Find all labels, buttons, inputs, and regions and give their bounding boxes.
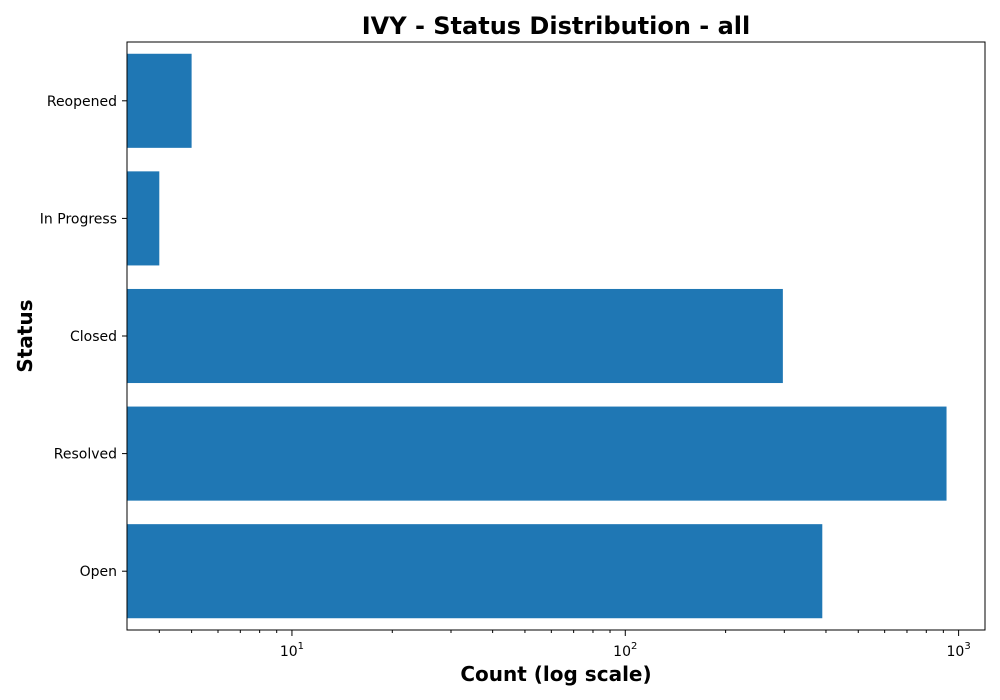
x-axis-label: Count (log scale): [460, 662, 651, 686]
bars-group: [127, 53, 947, 619]
y-tick-label: Reopened: [47, 94, 117, 110]
y-tick-label: In Progress: [40, 211, 117, 227]
x-axis-ticks: 101 102 103: [280, 630, 971, 660]
x-tick-label: 101: [280, 641, 304, 660]
bar-resolved: [127, 406, 947, 501]
y-tick-label: Resolved: [54, 447, 117, 463]
x-tick-label: 102: [613, 641, 637, 660]
bar-reopened: [127, 53, 192, 148]
y-axis-label: Status: [13, 299, 37, 372]
chart-title: IVY - Status Distribution - all: [362, 12, 751, 40]
y-tick-label: Open: [80, 564, 117, 580]
bar-in-progress: [127, 171, 160, 266]
y-axis-ticks: Open Resolved Closed In Progress Reopened: [40, 94, 127, 580]
x-tick-label: 103: [947, 641, 971, 660]
bar-open: [127, 524, 823, 619]
bar-closed: [127, 288, 783, 384]
plot-frame: [126, 41, 986, 631]
y-tick-label: Closed: [70, 329, 117, 345]
